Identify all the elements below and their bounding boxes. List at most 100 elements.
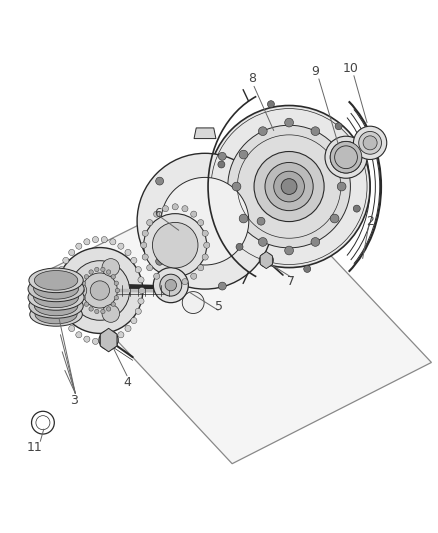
Circle shape: [152, 222, 198, 268]
Circle shape: [84, 336, 90, 342]
Circle shape: [239, 214, 248, 223]
Polygon shape: [194, 128, 216, 139]
Circle shape: [285, 246, 293, 255]
Circle shape: [337, 182, 346, 191]
Circle shape: [84, 239, 90, 245]
Circle shape: [258, 238, 267, 246]
Text: 10: 10: [343, 62, 358, 75]
Circle shape: [135, 266, 141, 273]
Circle shape: [202, 230, 208, 237]
Circle shape: [110, 336, 116, 342]
Circle shape: [111, 274, 116, 279]
Circle shape: [162, 279, 169, 285]
Circle shape: [228, 125, 350, 248]
Circle shape: [138, 298, 144, 304]
Circle shape: [202, 254, 208, 260]
Circle shape: [69, 282, 87, 299]
Circle shape: [110, 239, 116, 245]
Circle shape: [254, 151, 324, 222]
Circle shape: [95, 267, 99, 272]
Circle shape: [311, 238, 320, 246]
Circle shape: [82, 273, 117, 308]
Circle shape: [268, 101, 275, 108]
Circle shape: [160, 274, 182, 296]
Circle shape: [55, 287, 61, 294]
Circle shape: [147, 265, 153, 271]
Circle shape: [219, 282, 226, 290]
Circle shape: [258, 127, 267, 135]
Text: 6: 6: [155, 207, 162, 220]
Circle shape: [92, 237, 99, 243]
Circle shape: [182, 206, 188, 212]
Circle shape: [330, 214, 339, 223]
Circle shape: [84, 274, 88, 279]
Circle shape: [70, 261, 130, 320]
Circle shape: [137, 154, 273, 289]
Circle shape: [95, 309, 99, 314]
Circle shape: [90, 281, 110, 300]
Circle shape: [84, 302, 88, 306]
Ellipse shape: [30, 303, 82, 326]
Circle shape: [118, 243, 124, 249]
Ellipse shape: [29, 294, 83, 318]
Circle shape: [257, 217, 265, 225]
Ellipse shape: [34, 296, 78, 316]
Ellipse shape: [28, 285, 84, 310]
Circle shape: [142, 254, 148, 260]
Circle shape: [218, 161, 225, 168]
Circle shape: [58, 308, 64, 314]
Circle shape: [359, 132, 381, 154]
Circle shape: [139, 287, 145, 294]
Circle shape: [285, 118, 293, 127]
Text: 2: 2: [366, 215, 374, 228]
Circle shape: [101, 267, 105, 272]
Circle shape: [147, 220, 153, 225]
Circle shape: [154, 211, 160, 217]
Circle shape: [311, 127, 320, 135]
Circle shape: [141, 242, 147, 248]
Text: 5: 5: [215, 300, 223, 313]
Circle shape: [135, 308, 141, 314]
Circle shape: [155, 177, 163, 185]
Circle shape: [155, 257, 163, 265]
Ellipse shape: [34, 279, 78, 299]
Circle shape: [182, 279, 188, 285]
Circle shape: [102, 305, 120, 322]
Circle shape: [208, 106, 370, 268]
Circle shape: [142, 230, 148, 237]
Circle shape: [76, 332, 82, 338]
Circle shape: [125, 249, 131, 255]
Circle shape: [69, 326, 75, 332]
Circle shape: [182, 292, 204, 313]
Ellipse shape: [29, 268, 83, 293]
Circle shape: [363, 136, 377, 150]
Circle shape: [191, 211, 197, 217]
Ellipse shape: [34, 287, 78, 308]
Circle shape: [106, 270, 111, 274]
Circle shape: [89, 270, 93, 274]
Circle shape: [162, 206, 169, 212]
Ellipse shape: [28, 276, 84, 302]
Circle shape: [165, 279, 177, 291]
Circle shape: [57, 247, 143, 334]
Polygon shape: [50, 169, 431, 464]
Circle shape: [114, 281, 119, 285]
Circle shape: [172, 280, 178, 287]
Circle shape: [92, 338, 99, 344]
Polygon shape: [100, 328, 117, 352]
Circle shape: [101, 338, 107, 344]
Text: 11: 11: [27, 441, 43, 454]
Circle shape: [131, 318, 137, 324]
Circle shape: [259, 253, 273, 267]
Circle shape: [101, 237, 107, 243]
Text: 4: 4: [123, 376, 131, 389]
Circle shape: [335, 123, 342, 130]
Circle shape: [58, 266, 64, 273]
Ellipse shape: [35, 305, 77, 324]
Circle shape: [172, 204, 178, 210]
Circle shape: [330, 141, 362, 173]
Circle shape: [325, 136, 367, 178]
Circle shape: [335, 146, 357, 168]
Circle shape: [81, 281, 85, 285]
Circle shape: [353, 205, 360, 212]
